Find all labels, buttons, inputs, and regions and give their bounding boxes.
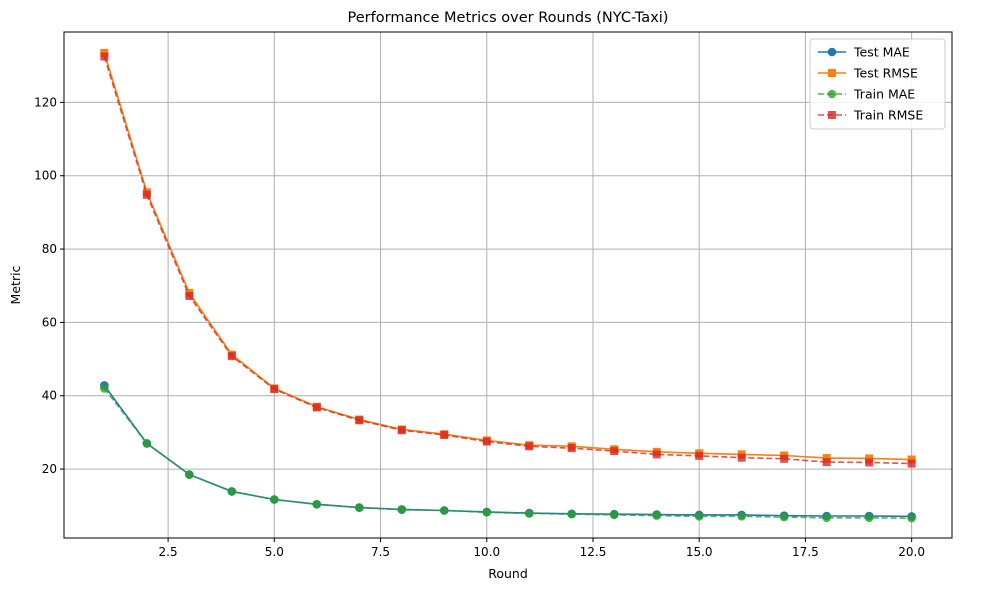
x-tick-label: 12.5 (580, 545, 607, 559)
data-point (822, 513, 831, 523)
data-point (185, 470, 194, 479)
legend-swatch-marker (827, 47, 837, 57)
data-point (907, 459, 916, 468)
data-point (312, 499, 322, 509)
legend-swatch-marker (827, 89, 837, 99)
data-point (652, 511, 662, 520)
data-point (482, 508, 492, 517)
data-point (227, 487, 237, 496)
data-point (397, 426, 406, 435)
legend-item-train-mae: Train MAE (818, 87, 915, 102)
data-point (440, 430, 449, 439)
data-point (610, 447, 619, 456)
data-point (907, 513, 916, 523)
data-point (695, 451, 704, 460)
legend-label: Train MAE (853, 87, 915, 102)
x-tick-label: 7.5 (371, 545, 390, 559)
series-layer (100, 48, 916, 523)
data-point (864, 513, 874, 523)
data-point (397, 505, 407, 515)
legend-label: Test RMSE (853, 66, 918, 81)
plot-area (64, 32, 952, 538)
series-train-mae (100, 384, 916, 523)
legend: Test MAE Test RMSE Train MAE Train RMSE (809, 38, 946, 130)
data-point (780, 454, 789, 463)
data-point (779, 512, 789, 522)
y-tick-label: 60 (42, 315, 57, 329)
data-point (270, 495, 279, 504)
x-tick-label: 10.0 (473, 545, 500, 559)
data-point (142, 439, 152, 448)
legend-label: Train RMSE (853, 108, 923, 123)
legend-item-train-rmse: Train RMSE (818, 108, 923, 123)
legend-swatch-marker (828, 111, 836, 119)
y-tick-label: 80 (42, 242, 57, 256)
chart-title: Performance Metrics over Rounds (NYC-Tax… (348, 10, 669, 26)
legend-item-test-mae: Test MAE (818, 45, 910, 60)
data-point (185, 292, 194, 300)
data-point (525, 442, 534, 451)
plot-frame (63, 31, 953, 539)
data-point (822, 458, 831, 467)
y-axis-label: Metric (8, 265, 23, 304)
data-point (567, 444, 576, 453)
legend-item-test-rmse: Test RMSE (818, 66, 918, 81)
legend-swatch-marker (828, 69, 836, 77)
series-train-rmse (100, 52, 916, 468)
x-tick-label: 5.0 (265, 545, 284, 559)
data-point (907, 455, 916, 464)
data-point (737, 453, 746, 462)
data-point (355, 416, 364, 425)
x-tick-label: 2.5 (159, 545, 178, 559)
data-point (100, 384, 109, 393)
legend-box (809, 38, 946, 130)
data-point (822, 454, 831, 463)
legend-label: Test MAE (853, 45, 910, 60)
y-tick-label: 20 (42, 462, 57, 476)
grid-layer (64, 32, 952, 538)
data-point (737, 512, 746, 521)
y-tick-label: 40 (42, 389, 57, 403)
data-point (142, 190, 151, 199)
data-point (694, 512, 704, 521)
data-point (354, 503, 364, 512)
x-tick-label: 20.0 (898, 545, 925, 559)
data-point (865, 458, 874, 467)
data-point (227, 352, 236, 361)
data-point (652, 450, 661, 459)
x-tick-label: 15.0 (686, 545, 713, 559)
data-point (865, 454, 874, 463)
data-point (100, 52, 109, 61)
data-point (270, 385, 279, 394)
y-tick-label: 120 (34, 95, 57, 109)
tick-layer: 2.5 5.0 7.5 10.0 12.5 15.0 17.5 20.0 20 40 60 80 100… (34, 95, 925, 559)
x-tick-label: 17.5 (792, 545, 819, 559)
data-point (524, 509, 534, 518)
data-point (567, 509, 577, 519)
series-line-test-rmse (103, 52, 912, 461)
data-point (439, 506, 449, 515)
x-axis-label: Round (488, 566, 528, 581)
data-point (482, 437, 491, 446)
data-point (312, 403, 321, 412)
series-line-train-rmse (103, 56, 912, 465)
data-point (609, 510, 619, 520)
y-tick-label: 100 (34, 169, 57, 183)
series-line-train-mae (103, 387, 912, 519)
